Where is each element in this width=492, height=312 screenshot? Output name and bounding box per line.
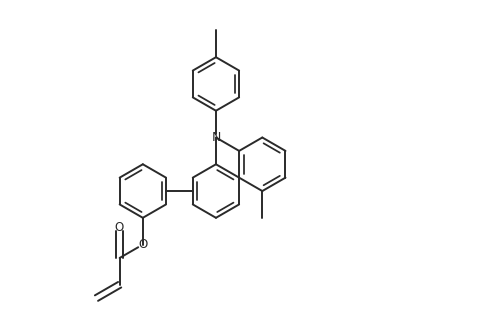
Text: O: O (114, 221, 123, 234)
Text: O: O (139, 238, 148, 251)
Text: N: N (211, 131, 220, 144)
